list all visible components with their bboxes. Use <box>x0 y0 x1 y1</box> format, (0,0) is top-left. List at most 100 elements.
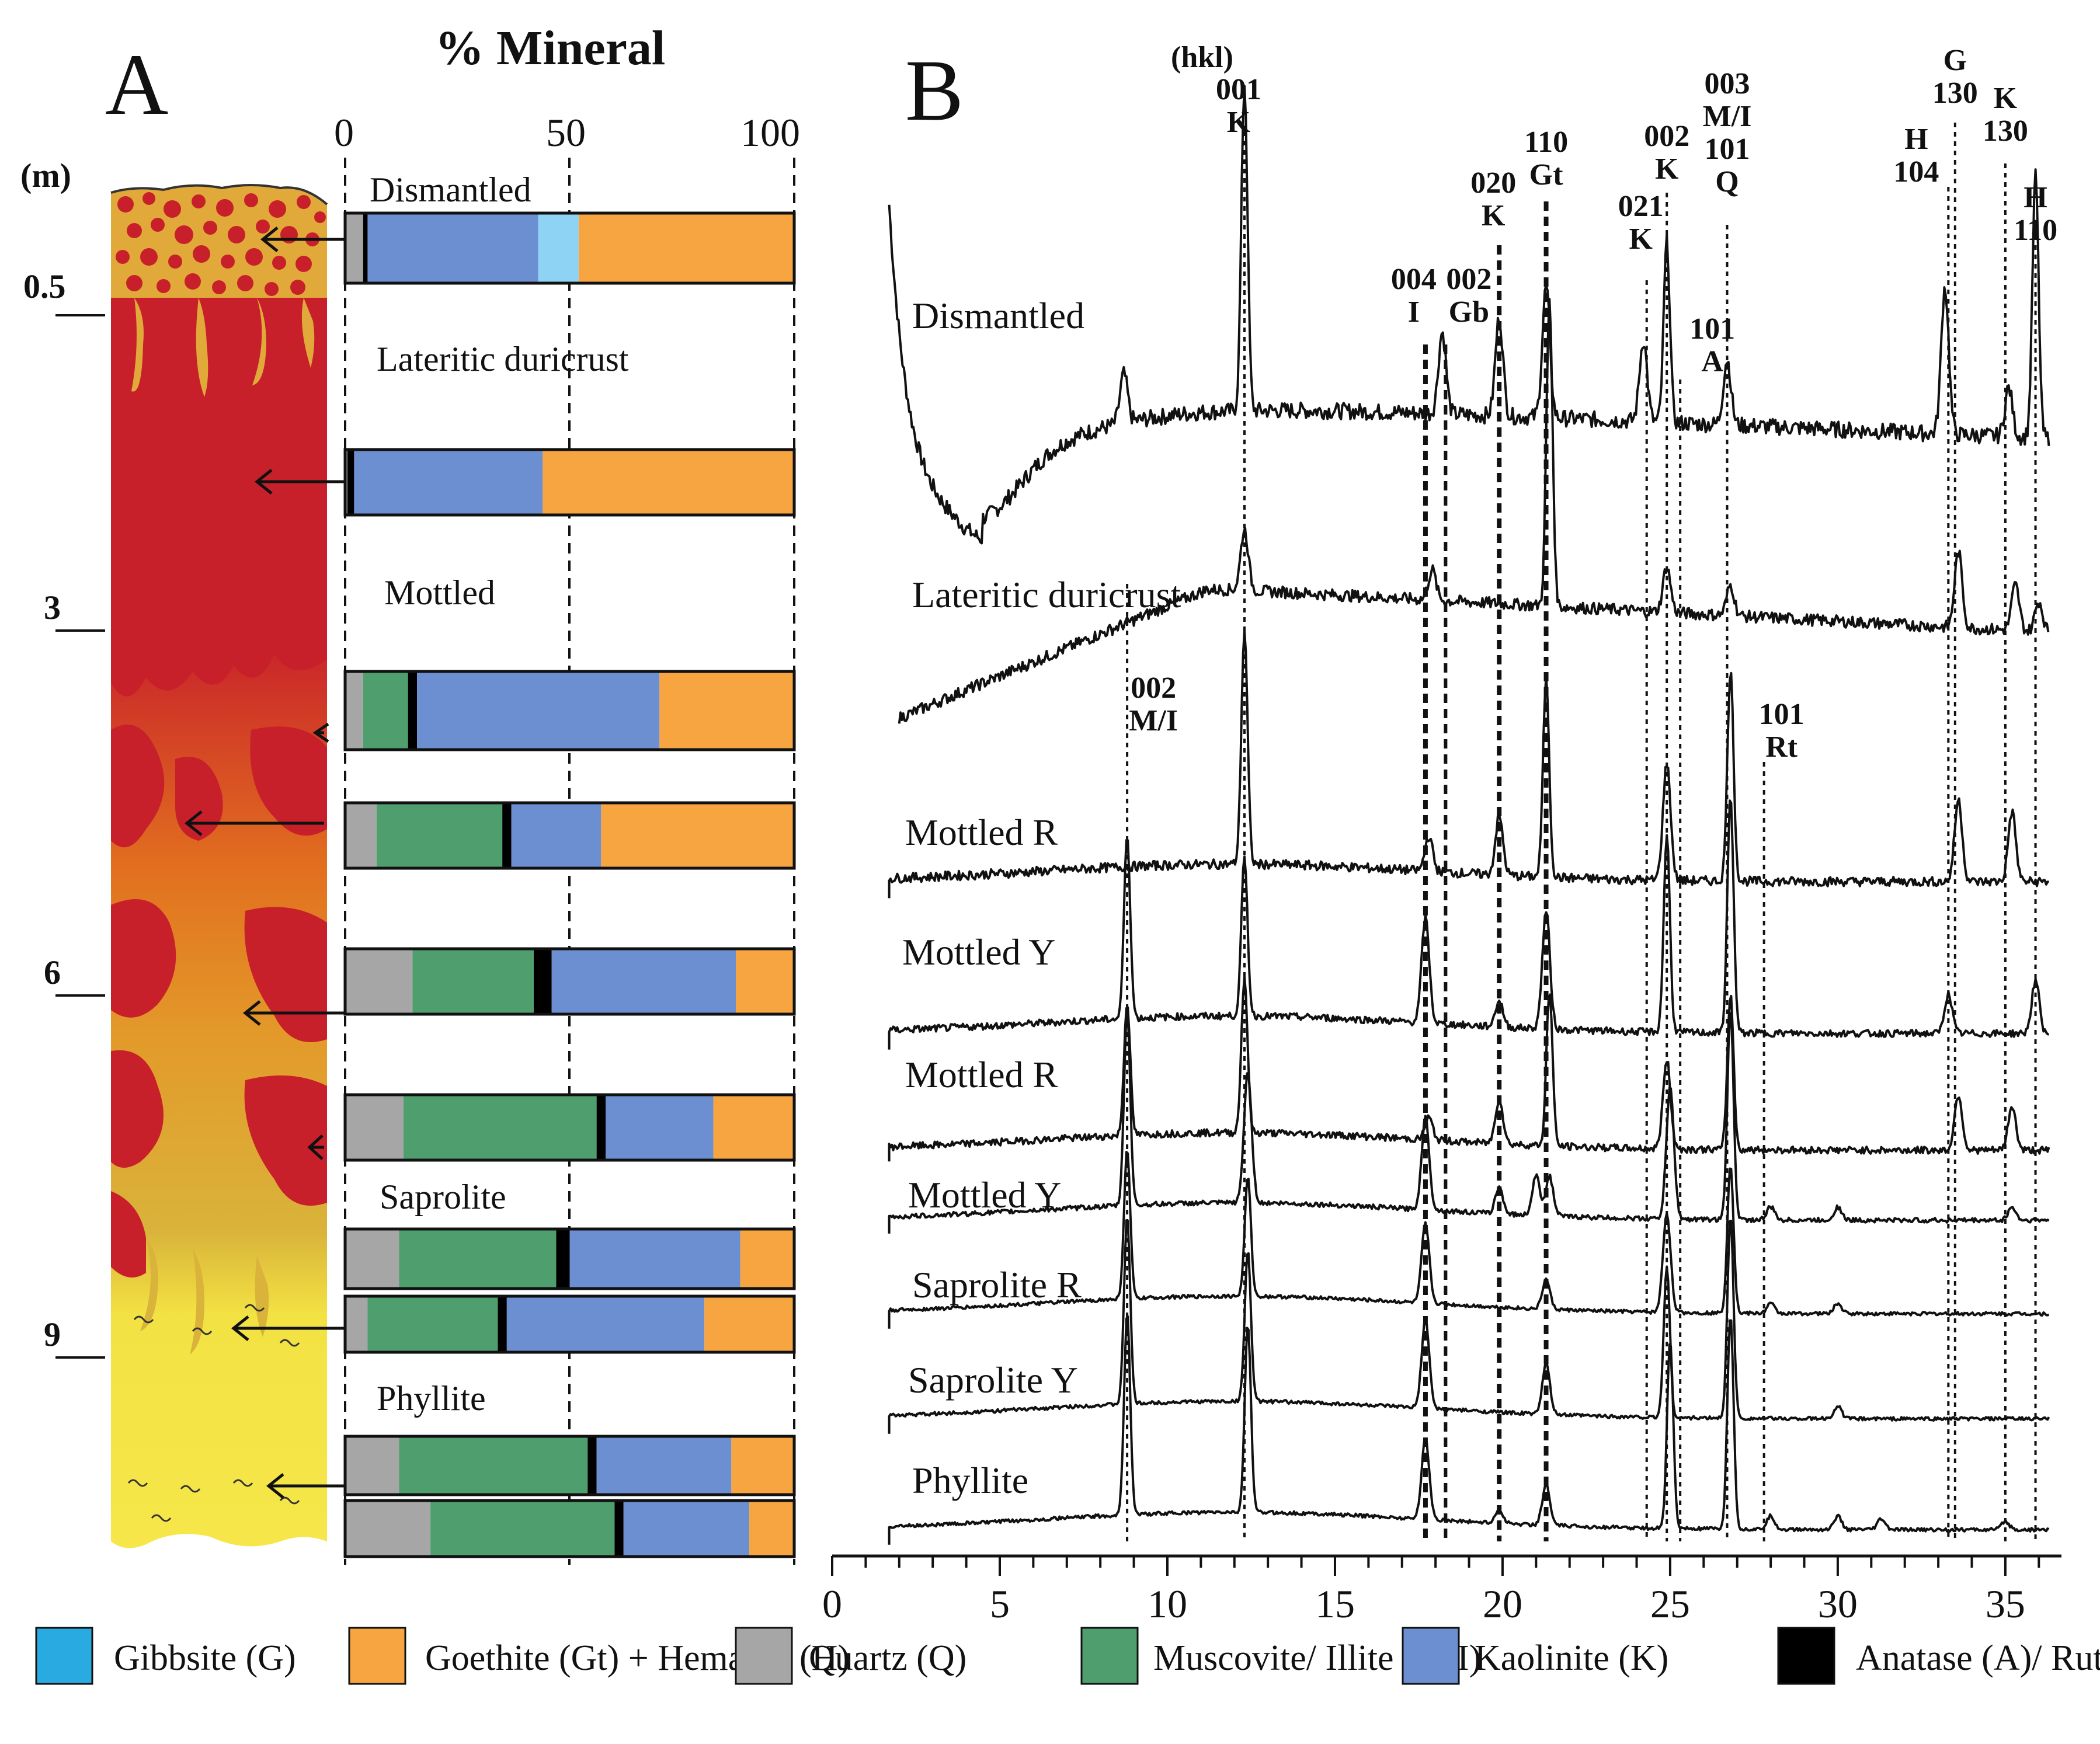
bar-segment <box>596 1095 606 1160</box>
mineral-bar <box>343 1227 796 1290</box>
xrd-trace <box>888 1315 2050 1545</box>
bar-segment <box>569 1229 740 1289</box>
peak-label-line: K <box>1482 199 1506 232</box>
bar-segment <box>543 450 794 515</box>
x-tick-label: 10 <box>1148 1582 1187 1626</box>
legend-swatch-muscovite <box>1080 1627 1139 1685</box>
legend-label-kaolinite: Kaolinite (K) <box>1475 1638 1668 1678</box>
bar-segment <box>345 949 413 1014</box>
peak-label-line: H <box>2023 181 2047 214</box>
bar-outline <box>343 1093 796 1162</box>
peak-label: 004 I <box>1391 263 1437 329</box>
peak-label-line: 130 <box>1932 76 1978 110</box>
x-tick-label: 20 <box>1483 1582 1522 1626</box>
peak-label-line: Q <box>1715 165 1739 199</box>
bar-segment <box>363 213 368 283</box>
peak-label-line: 101 <box>1689 312 1735 346</box>
peak-label-line: K <box>1629 222 1653 256</box>
panel-b-letter: B <box>905 42 964 139</box>
trace-label-mottled-r-1: Mottled R <box>905 812 1058 853</box>
bar-outline <box>343 947 796 1016</box>
peak-label-line: K <box>1994 82 2018 115</box>
peak-label-line: 001 <box>1216 73 1261 106</box>
xrd-trace <box>888 799 2050 1050</box>
sample-arrows <box>184 227 345 1499</box>
peak-label: H 104 <box>1893 123 1939 189</box>
mineral-bar <box>343 1294 796 1354</box>
peak-label-line: K <box>1655 152 1679 186</box>
peak-label-line: G <box>1943 44 1967 77</box>
panel-a-letter: A <box>105 36 168 133</box>
peak-label: 020 K <box>1470 166 1516 232</box>
xrd-trace <box>888 630 2049 899</box>
bar-segment <box>408 671 418 750</box>
x-tick-label: 35 <box>1986 1582 2025 1626</box>
legend: Gibbsite (G) Goethite (Gt) + Hematite (H… <box>35 1627 2100 1685</box>
zone-saprolite: Saprolite <box>380 1178 506 1216</box>
peak-label-line: 110 <box>1524 126 1568 159</box>
bar-outline <box>343 801 796 870</box>
peak-label-line: M/I <box>1129 704 1178 737</box>
bar-outline <box>343 1227 796 1290</box>
x-tick-label: 15 <box>1315 1582 1355 1626</box>
legend-label-gibbsite: Gibbsite (G) <box>114 1638 296 1678</box>
peak-label-line: 101 <box>1705 133 1750 166</box>
mineral-bar <box>343 211 796 285</box>
peak-label-line: H <box>1904 123 1928 156</box>
bar-segment <box>412 949 534 1014</box>
peak-label: 002 Gb <box>1446 263 1491 329</box>
trace-label-phyllite: Phyllite <box>912 1460 1028 1501</box>
legend-swatch-goethite <box>348 1627 406 1685</box>
bar-segment <box>354 450 543 515</box>
peak-label-line: Rt <box>1765 730 1798 764</box>
mineral-bar <box>343 448 796 517</box>
xrd-trace <box>888 85 2050 545</box>
bar-segment <box>749 1501 794 1557</box>
trace-label-lateritic-duricrust: Lateritic duricrust <box>912 574 1181 615</box>
peak-label: K 130 <box>1983 82 2028 148</box>
bar-segment <box>399 1229 557 1289</box>
trace-label-dismantled: Dismantled <box>912 295 1084 336</box>
pct-tick-50: 50 <box>546 110 586 155</box>
depth-unit-label: (m) <box>20 156 71 194</box>
bar-segment <box>713 1095 794 1160</box>
peak-label-line: M/I <box>1703 100 1752 133</box>
peak-label: 001 K <box>1216 73 1261 139</box>
legend-quartz: Quartz (Q) <box>735 1627 966 1685</box>
bar-segment <box>587 1436 597 1495</box>
bar-segment <box>538 213 579 283</box>
legend-label-quartz: Quartz (Q) <box>809 1638 966 1678</box>
peak-label-line: 104 <box>1893 155 1939 189</box>
bar-segment <box>578 213 794 283</box>
xrd-trace <box>888 976 2050 1162</box>
peak-label: 021 K <box>1618 190 1664 256</box>
bar-segment <box>498 1296 507 1352</box>
bar-segment <box>596 1436 732 1495</box>
peak-label-line: Gt <box>1529 158 1563 192</box>
bar-segment <box>345 803 377 868</box>
x-tick-label: 5 <box>990 1582 1010 1626</box>
two-theta-axis: 0 5 10 15 20 25 30 35 <box>822 1554 2061 1626</box>
hkl-header: (hkl) <box>1171 41 1233 74</box>
mineral-bar <box>343 947 796 1016</box>
peak-label-line: Gb <box>1449 295 1489 329</box>
legend-kaolinite: Kaolinite (K) <box>1402 1627 1668 1685</box>
bar-segment <box>601 803 794 868</box>
bar-segment <box>345 1095 404 1160</box>
legend-swatch-kaolinite <box>1402 1627 1460 1685</box>
bar-segment <box>363 671 408 750</box>
mineral-bar <box>343 1499 796 1558</box>
peak-label-line: 003 <box>1705 67 1750 100</box>
mineral-bar <box>343 1093 796 1162</box>
x-tick-label: 30 <box>1818 1582 1858 1626</box>
bar-segment <box>623 1501 750 1557</box>
bar-segment <box>345 1296 368 1352</box>
bar-segment <box>347 450 354 515</box>
mineral-bar <box>343 801 796 870</box>
legend-swatch-quartz <box>735 1627 793 1685</box>
bar-segment <box>345 1229 399 1289</box>
bar-segment <box>345 1501 431 1557</box>
bar-outline <box>343 211 796 285</box>
peak-label: 002 K <box>1644 120 1689 186</box>
trace-label-saprolite-r: Saprolite R <box>912 1264 1082 1306</box>
